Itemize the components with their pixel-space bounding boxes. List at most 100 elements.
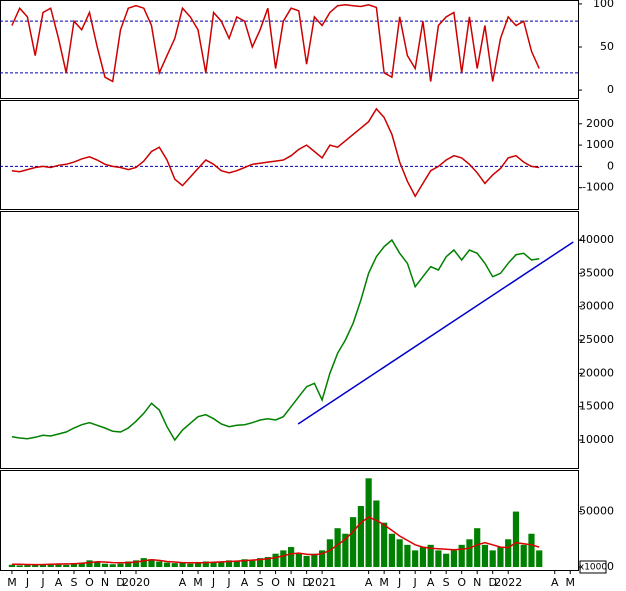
x-tick-label: O [271,576,280,589]
volume-bar [404,544,411,568]
volume-bar [218,561,225,568]
volume-bar [373,500,380,568]
volume-bar [109,564,116,568]
volume-bar [319,550,326,568]
x-tick-label: A [55,576,63,589]
volume-bar [450,550,458,568]
volume-bar [241,559,248,568]
volume-bar [24,564,31,568]
volume-bar [179,562,186,568]
volume-bar [32,565,39,568]
volume-bar [187,563,194,568]
x-tick-label: S [257,576,264,589]
x-tick-label: N [473,576,481,589]
panel-frame [0,211,579,469]
volume-bar [412,550,419,568]
y-tick-label: 25000 [579,333,614,346]
volume-bar [419,547,427,568]
series-line [11,4,540,83]
volume-bar [435,550,442,568]
x-tick-label: M [7,576,17,589]
volume-bar [342,533,349,568]
x-tick-label: D [116,576,124,589]
x-tick-label: N [287,576,295,589]
y-tick-label: 0 [607,83,614,96]
panel-frame [0,100,579,210]
x-tick-label: O [457,576,466,589]
volume-bar [427,544,434,568]
volume-bar [311,553,318,568]
y-tick-label: 40000 [579,233,614,246]
x-tick-label: A [365,576,373,589]
x-tick-label: J [25,576,29,589]
volume-bar [256,558,264,568]
x-tick-label: A [551,576,559,589]
volume-bar [117,563,124,568]
volume-bar [63,564,70,568]
volume-bar [381,522,388,568]
volume-bar [101,563,109,568]
x-tick-label: A [427,576,435,589]
volume-bar [264,557,271,568]
y-tick-label: 15000 [579,400,614,413]
volume-bar [225,560,233,568]
volume-bar [489,550,496,568]
volume-bar [466,539,473,568]
volume-bar [443,553,450,568]
volume-bar [16,565,23,568]
volume-bar [474,528,481,568]
series-line [297,241,574,425]
series-line [11,516,540,566]
volume-bar [148,559,155,568]
volume-bar [78,562,85,568]
volume-bar [47,563,54,568]
volume-bar [512,511,520,568]
x-tick-label: S [443,576,450,589]
series-line [11,238,540,442]
x-tick-label: D [488,576,496,589]
volume-bar [70,563,78,568]
volume-bar [156,561,163,568]
volume-bar [303,555,310,568]
x-tick-label: A [179,576,187,589]
volume-bar [163,562,171,568]
volume-bar [140,558,147,568]
volume-bar [481,544,489,568]
y-tick-label: 50 [600,40,614,53]
volume-bar [365,478,372,568]
volume-bar [249,560,256,568]
volume-bar [171,563,178,568]
volume-bar [39,564,47,568]
x-tick-label: J [226,576,230,589]
volume-bar [94,561,101,568]
volume-bar [388,533,396,568]
volume-bar [210,562,217,568]
multiplier-box [579,560,607,574]
panel-frame [0,470,579,571]
y-tick-label: 10000 [579,433,614,446]
x-tick-label: J [40,576,44,589]
x-tick-label: M [193,576,203,589]
x-tick-label: N [101,576,109,589]
x-tick-label: 2020 [122,576,150,589]
y-tick-label: 30000 [579,300,614,313]
volume-bar [280,550,287,568]
volume-bar [202,561,209,568]
volume-bar [334,528,341,568]
volume-bar [295,553,302,568]
volume-bar [350,517,357,568]
y-tick-label: 0 [607,159,614,172]
multiplier-label: x1000 [579,563,608,573]
y-tick-label: 0 [607,560,614,573]
x-tick-label: S [70,576,77,589]
y-tick-label: 50000 [579,505,614,518]
x-tick-label: A [241,576,249,589]
volume-bar [520,544,527,568]
x-tick-label: M [379,576,389,589]
x-tick-label: D [302,576,310,589]
volume-bar [125,561,132,568]
volume-bar [326,539,333,568]
volume-bar [132,560,140,568]
y-tick-label: 1000 [586,138,614,151]
x-tick-label: J [397,576,401,589]
